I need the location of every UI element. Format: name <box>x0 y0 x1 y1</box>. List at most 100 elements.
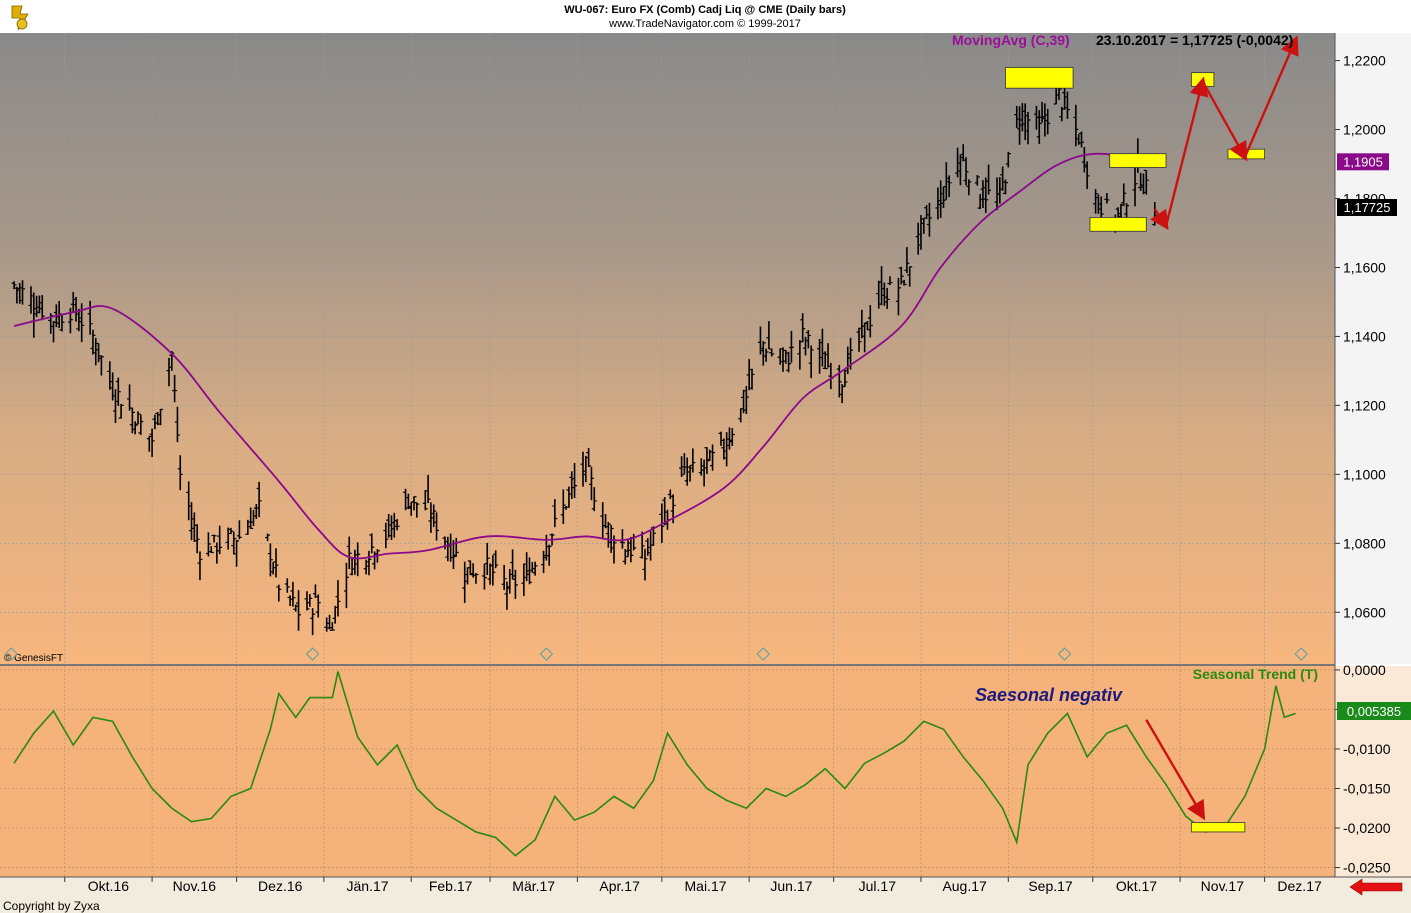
seasonal-tick-label: -0,0150 <box>1343 780 1391 796</box>
price-bar <box>135 411 141 425</box>
event-marker-icon <box>1294 647 1308 661</box>
price-bar <box>642 548 648 581</box>
date-tick-label: Nov.17 <box>1201 878 1245 894</box>
price-bar <box>59 314 65 332</box>
highlight-box <box>1005 67 1074 89</box>
price-bar <box>749 368 755 390</box>
date-axis-background <box>0 877 1411 913</box>
price-bar <box>425 474 431 504</box>
price-bar <box>946 175 952 198</box>
price-bar <box>895 277 901 316</box>
scroll-left-arrow-icon[interactable] <box>1349 878 1404 896</box>
date-tick-label: Mär.17 <box>512 878 555 894</box>
projection-arrow <box>1164 76 1209 227</box>
price-bar <box>208 546 214 554</box>
price-bar <box>267 543 273 577</box>
price-panel-background <box>0 33 1335 664</box>
price-bar <box>383 522 389 549</box>
event-marker-icon <box>539 647 554 661</box>
price-bar <box>788 330 794 363</box>
seasonal-axis-background <box>1335 666 1411 877</box>
price-bar <box>572 463 578 499</box>
price-bar <box>1121 183 1127 206</box>
price-bar <box>898 266 904 285</box>
projection-arrow <box>1243 35 1299 158</box>
price-bar <box>501 564 507 591</box>
date-tick-label: Nov.16 <box>173 878 217 894</box>
price-bar <box>963 157 969 186</box>
date-tick-label: Feb.17 <box>429 878 473 894</box>
price-bar <box>149 428 155 457</box>
price-bar <box>174 406 180 443</box>
price-bar <box>1073 104 1079 147</box>
price-bar <box>983 177 989 213</box>
price-bar <box>177 455 183 491</box>
price-bar <box>310 608 316 636</box>
price-bar <box>329 622 335 631</box>
price-bar <box>118 403 124 419</box>
price-bar <box>197 551 203 581</box>
seasonal-highlight-box <box>1190 822 1246 833</box>
price-bar <box>304 591 310 611</box>
date-tick-label: Dez.16 <box>258 878 303 894</box>
price-bar <box>138 414 144 435</box>
price-bar <box>743 386 749 415</box>
date-tick-label: Okt.16 <box>88 878 129 894</box>
event-markers <box>4 647 1308 661</box>
price-tick-label: 1,1600 <box>1343 259 1386 275</box>
price-bar <box>273 548 279 578</box>
price-bar <box>974 175 980 186</box>
highlight-box <box>1089 217 1147 232</box>
seasonal-value-tag-text: 0,005385 <box>1347 704 1401 719</box>
price-bar <box>307 594 313 607</box>
price-bar <box>296 590 302 631</box>
price-bar <box>234 539 240 567</box>
date-tick-label: Mai.17 <box>685 878 727 894</box>
seasonal-tick-label: -0,0250 <box>1343 860 1391 876</box>
moving-average-line <box>13 152 1155 560</box>
projection-arrow <box>1150 208 1169 231</box>
price-bar <box>431 504 437 528</box>
price-bar <box>986 164 992 195</box>
seasonal-annotation-arrow <box>1145 719 1206 821</box>
price-bar <box>805 330 811 349</box>
price-bar <box>1005 151 1011 168</box>
date-tick-label: Jun.17 <box>770 878 812 894</box>
price-value-tag-text: 1,17725 <box>1344 200 1391 215</box>
price-bar <box>1143 169 1149 195</box>
price-bar <box>129 407 135 434</box>
price-bar <box>512 569 518 599</box>
price-bar <box>639 531 645 559</box>
event-marker-icon <box>305 647 320 661</box>
price-bar <box>20 280 26 305</box>
price-bar <box>546 544 552 566</box>
seasonal-tick-label: -0,0100 <box>1343 741 1391 757</box>
price-bar <box>1098 196 1104 221</box>
price-bar <box>808 345 814 379</box>
price-bar <box>335 580 341 617</box>
panel-divider <box>0 664 1335 666</box>
price-bar <box>276 584 282 602</box>
price-bar <box>217 525 223 555</box>
seasonal-value-tag <box>1337 702 1411 720</box>
price-bar <box>710 444 716 471</box>
price-readout: 23.10.2017 = 1,17725 (-0,0042) <box>1096 32 1293 48</box>
price-bar <box>265 533 271 542</box>
price-bar <box>941 186 947 209</box>
projection-arrow <box>1201 80 1248 162</box>
date-tick-label: Aug.17 <box>942 878 987 894</box>
date-tick-label: Jän.17 <box>347 878 389 894</box>
price-bar <box>211 534 217 543</box>
price-bar <box>856 327 862 352</box>
price-bar <box>532 561 538 576</box>
seasonal-annotations <box>1145 719 1246 833</box>
price-bar <box>822 351 828 370</box>
price-bar <box>907 266 913 287</box>
price-bar <box>901 279 907 286</box>
price-bar <box>1132 167 1138 207</box>
price-bar <box>619 529 625 549</box>
price-bar <box>526 557 532 585</box>
date-tick-label: Apr.17 <box>599 878 640 894</box>
price-bar <box>1036 110 1042 144</box>
seasonal-tick-label: -0,0200 <box>1343 820 1391 836</box>
